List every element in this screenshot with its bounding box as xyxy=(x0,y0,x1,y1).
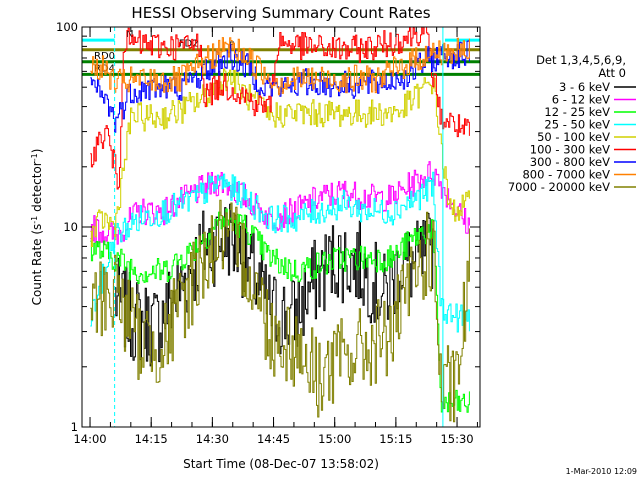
y-tick-label: 100 xyxy=(56,20,78,34)
series-line xyxy=(90,171,470,333)
x-axis-label: Start Time (08-Dec-07 13:58:02) xyxy=(183,457,379,471)
x-tick-label: 14:00 xyxy=(73,432,106,446)
legend-header: Det 1,3,4,5,6,9, xyxy=(536,53,626,67)
legend-entry-label: 25 - 50 keV xyxy=(544,118,610,132)
flag-label: FD2 xyxy=(179,39,199,50)
legend-entry-label: 100 - 300 keV xyxy=(530,143,610,157)
footer-timestamp: 1-Mar-2010 12:09 xyxy=(566,467,637,476)
series-line xyxy=(90,68,470,247)
series-line xyxy=(90,208,470,413)
y-tick-label: 1 xyxy=(71,420,78,434)
y-axis-label: Count Rate (s-1 detector-1) xyxy=(30,149,45,306)
legend-entry-label: 800 - 7000 keV xyxy=(522,168,610,182)
legend-entry-label: 300 - 800 keV xyxy=(530,155,610,169)
series-line xyxy=(90,161,470,246)
series-line xyxy=(90,37,470,96)
axis-layer: 1 10 100 14:00 14:15 14:30 14:45 15:00 15:15 15:3… xyxy=(56,20,480,446)
y-tick-label: 10 xyxy=(63,220,78,234)
series-line xyxy=(90,199,470,423)
flag-label: RD0 xyxy=(94,51,115,62)
x-tick-label: 15:15 xyxy=(379,432,412,446)
legend-entry-label: 6 - 12 keV xyxy=(552,93,610,107)
x-tick-label: 15:00 xyxy=(318,432,351,446)
x-tick-label: 14:45 xyxy=(257,432,290,446)
legend-entry-label: 7000 - 20000 keV xyxy=(508,180,610,194)
legend-entry-label: 12 - 25 keV xyxy=(544,105,610,119)
x-tick-label: 14:30 xyxy=(196,432,229,446)
legend-entry-label: 3 - 6 keV xyxy=(559,80,610,94)
chart-title: HESSI Observing Summary Count Rates xyxy=(131,4,430,22)
flag-label: RD4 xyxy=(94,63,115,74)
series-line xyxy=(90,27,470,190)
legend-header: Att 0 xyxy=(598,66,626,80)
series-layer xyxy=(90,27,470,423)
legend-entry-label: 50 - 100 keV xyxy=(537,130,610,144)
x-tick-label: 15:30 xyxy=(440,432,473,446)
x-tick-label: 14:15 xyxy=(135,432,168,446)
